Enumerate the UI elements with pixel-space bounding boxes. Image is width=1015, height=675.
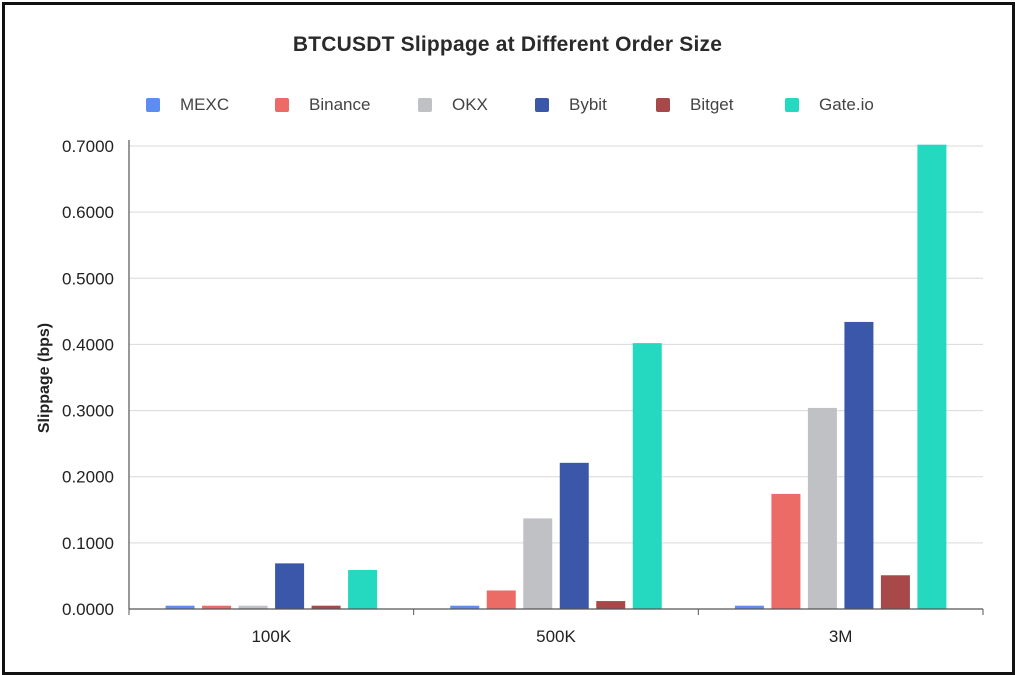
bar-okx-3m[interactable]	[807, 407, 837, 609]
legend-swatch	[146, 98, 160, 112]
legend-swatch	[535, 98, 549, 112]
y-tick-label: 0.6000	[62, 203, 114, 222]
chart-title: BTCUSDT Slippage at Different Order Size	[292, 33, 723, 56]
legend-item-bybit[interactable]: Bybit	[535, 94, 607, 116]
legend-item-bitget[interactable]: Bitget	[656, 94, 733, 116]
y-tick-label: 0.7000	[62, 137, 114, 156]
bar-bitget-3m[interactable]	[880, 575, 910, 609]
bar-mexc-500k[interactable]	[450, 605, 480, 609]
legend-item-binance[interactable]: Binance	[275, 94, 370, 116]
legend-item-gate-io[interactable]: Gate.io	[785, 94, 874, 116]
legend-label: MEXC	[180, 95, 230, 114]
y-tick-label: 0.4000	[62, 335, 114, 354]
legend-label: Bitget	[690, 95, 734, 114]
grid-lines	[129, 145, 983, 544]
legend-swatch	[275, 98, 289, 112]
axes: 0.0000 0.1000 0.2000 0.3000 0.4000 0.5000 0.60…	[62, 137, 984, 646]
x-tick-label: 3M	[829, 627, 853, 646]
y-tick-label: 0.2000	[62, 468, 114, 487]
y-axis-title: Slippage (bps)	[36, 323, 53, 433]
bar-binance-500k[interactable]	[486, 590, 516, 609]
bar-gate-io-100k[interactable]	[348, 569, 378, 609]
legend-item-okx[interactable]: OKX	[418, 94, 488, 116]
chart-legend: MEXC Binance OKX Bybit Bitget Gate.io	[0, 94, 1015, 116]
x-tick-label: 100K	[251, 627, 291, 646]
legend-label: Bybit	[569, 95, 607, 114]
bar-gate-io-3m[interactable]	[917, 144, 947, 610]
x-tick-label: 500K	[536, 627, 576, 646]
bar-okx-500k[interactable]	[523, 518, 553, 609]
legend-label: Binance	[309, 95, 371, 114]
y-tick-label: 0.3000	[62, 402, 114, 421]
legend-swatch	[785, 98, 799, 112]
bar-mexc-100k[interactable]	[165, 605, 195, 609]
bar-mexc-3m[interactable]	[734, 605, 764, 609]
bar-binance-100k[interactable]	[202, 605, 232, 609]
bar-gate-io-500k[interactable]	[632, 343, 662, 609]
legend-label: Gate.io	[819, 95, 874, 114]
bar-bybit-500k[interactable]	[559, 462, 589, 609]
bar-bitget-500k[interactable]	[596, 601, 626, 609]
bar-bybit-3m[interactable]	[844, 321, 874, 609]
bars	[165, 144, 947, 610]
y-tick-label: 0.0000	[62, 600, 114, 619]
bar-binance-3m[interactable]	[771, 493, 801, 609]
legend-swatch	[418, 98, 432, 112]
legend-item-mexc[interactable]: MEXC	[146, 94, 229, 116]
y-tick-label: 0.1000	[62, 534, 114, 553]
bar-bybit-100k[interactable]	[275, 563, 305, 609]
bar-bitget-100k[interactable]	[311, 605, 341, 609]
legend-swatch	[656, 98, 670, 112]
legend-label: OKX	[452, 95, 488, 114]
bar-okx-100k[interactable]	[238, 605, 268, 609]
y-tick-label: 0.5000	[62, 269, 114, 288]
